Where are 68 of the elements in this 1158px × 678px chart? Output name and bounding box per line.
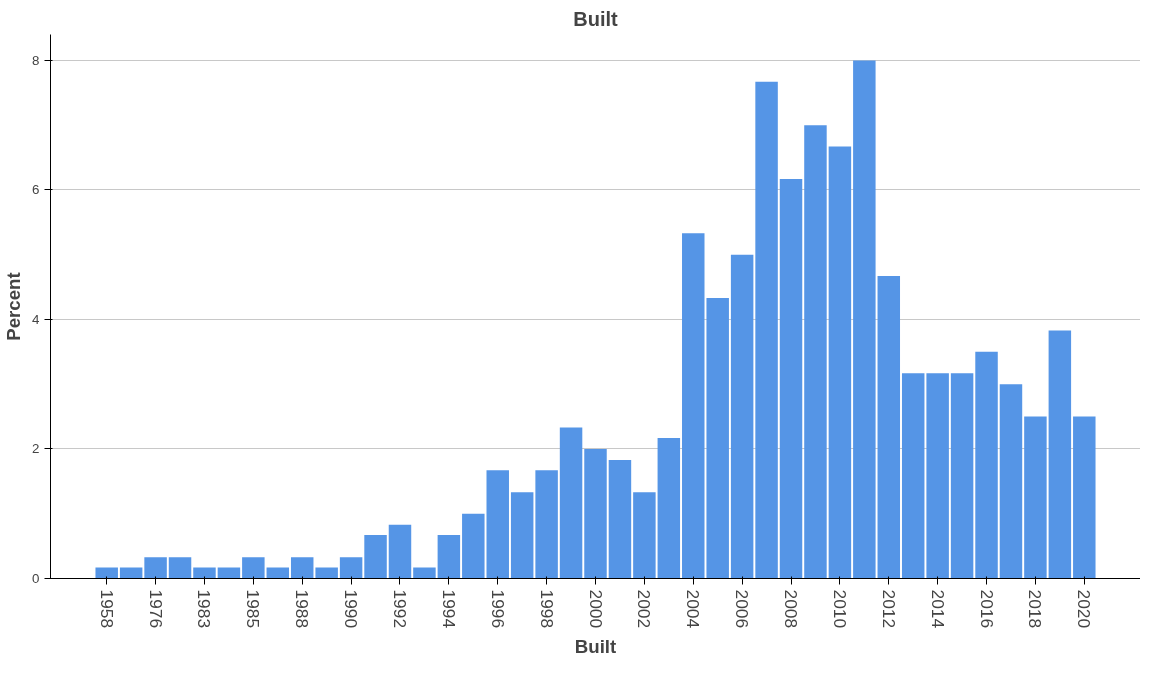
bar [413, 567, 436, 579]
bar [217, 567, 241, 579]
bar [608, 459, 632, 579]
x-tick-label: 2002 [634, 589, 655, 629]
bar [853, 60, 876, 579]
y-axis-title: Percent [3, 272, 25, 341]
x-tick-label: 2016 [976, 589, 997, 629]
x-tick-label: 1988 [292, 589, 313, 629]
bar [584, 448, 607, 579]
bar [119, 567, 143, 579]
x-tick-label: 1994 [438, 589, 459, 629]
bar [1024, 416, 1047, 579]
y-tick-label: 8 [32, 52, 40, 68]
x-tick-label: 2004 [683, 589, 704, 629]
x-tick-label: 1996 [487, 589, 508, 629]
bar [657, 437, 681, 579]
y-tick-label: 2 [32, 441, 40, 457]
bar [730, 254, 754, 579]
bar [193, 567, 216, 579]
y-tick-label: 4 [32, 311, 41, 327]
bar [804, 125, 827, 579]
bar [388, 524, 412, 579]
x-tick-label: 2012 [878, 589, 899, 629]
x-axis-title: Built [574, 636, 617, 658]
bar [315, 567, 338, 579]
x-tick-label: 2020 [1074, 589, 1095, 629]
bar [633, 492, 656, 579]
bar [877, 276, 901, 579]
x-tick-label: 1992 [389, 589, 410, 629]
bar [95, 567, 118, 579]
bar [975, 351, 998, 579]
bar [535, 470, 558, 579]
bar [168, 557, 192, 579]
bar [755, 81, 778, 579]
bar [339, 557, 363, 579]
bar [926, 373, 949, 579]
x-tick-label: 1976 [145, 589, 166, 629]
chart-title: Built [573, 7, 619, 30]
x-tick-label: 1983 [194, 589, 215, 629]
x-tick-label: 1990 [341, 589, 362, 629]
bar [999, 384, 1023, 579]
bar [486, 470, 509, 579]
x-tick-label: 2018 [1025, 589, 1046, 629]
bar [1048, 330, 1072, 579]
x-tick-label: 1998 [536, 589, 557, 629]
bar [266, 567, 290, 579]
y-tick-label: 0 [32, 571, 40, 586]
y-tick-label: 6 [32, 182, 40, 198]
x-tick-label: 2008 [781, 589, 802, 629]
x-tick-label: 1985 [243, 589, 264, 629]
bar [437, 535, 461, 579]
bar [510, 492, 534, 579]
x-tick-label: 2006 [732, 589, 753, 629]
bar [144, 557, 167, 579]
x-tick-label: 1958 [96, 589, 117, 629]
bar [1073, 416, 1096, 579]
bar [462, 513, 485, 579]
x-tick-label: 2014 [927, 589, 948, 629]
x-tick-label: 2010 [829, 589, 850, 629]
x-tick-label: 2000 [585, 589, 606, 629]
bar [559, 427, 583, 579]
bar [364, 535, 387, 579]
bar [290, 557, 314, 579]
bar [828, 146, 852, 579]
bar [779, 178, 803, 579]
bar [950, 373, 974, 579]
bar [901, 373, 925, 579]
bar [242, 557, 265, 579]
